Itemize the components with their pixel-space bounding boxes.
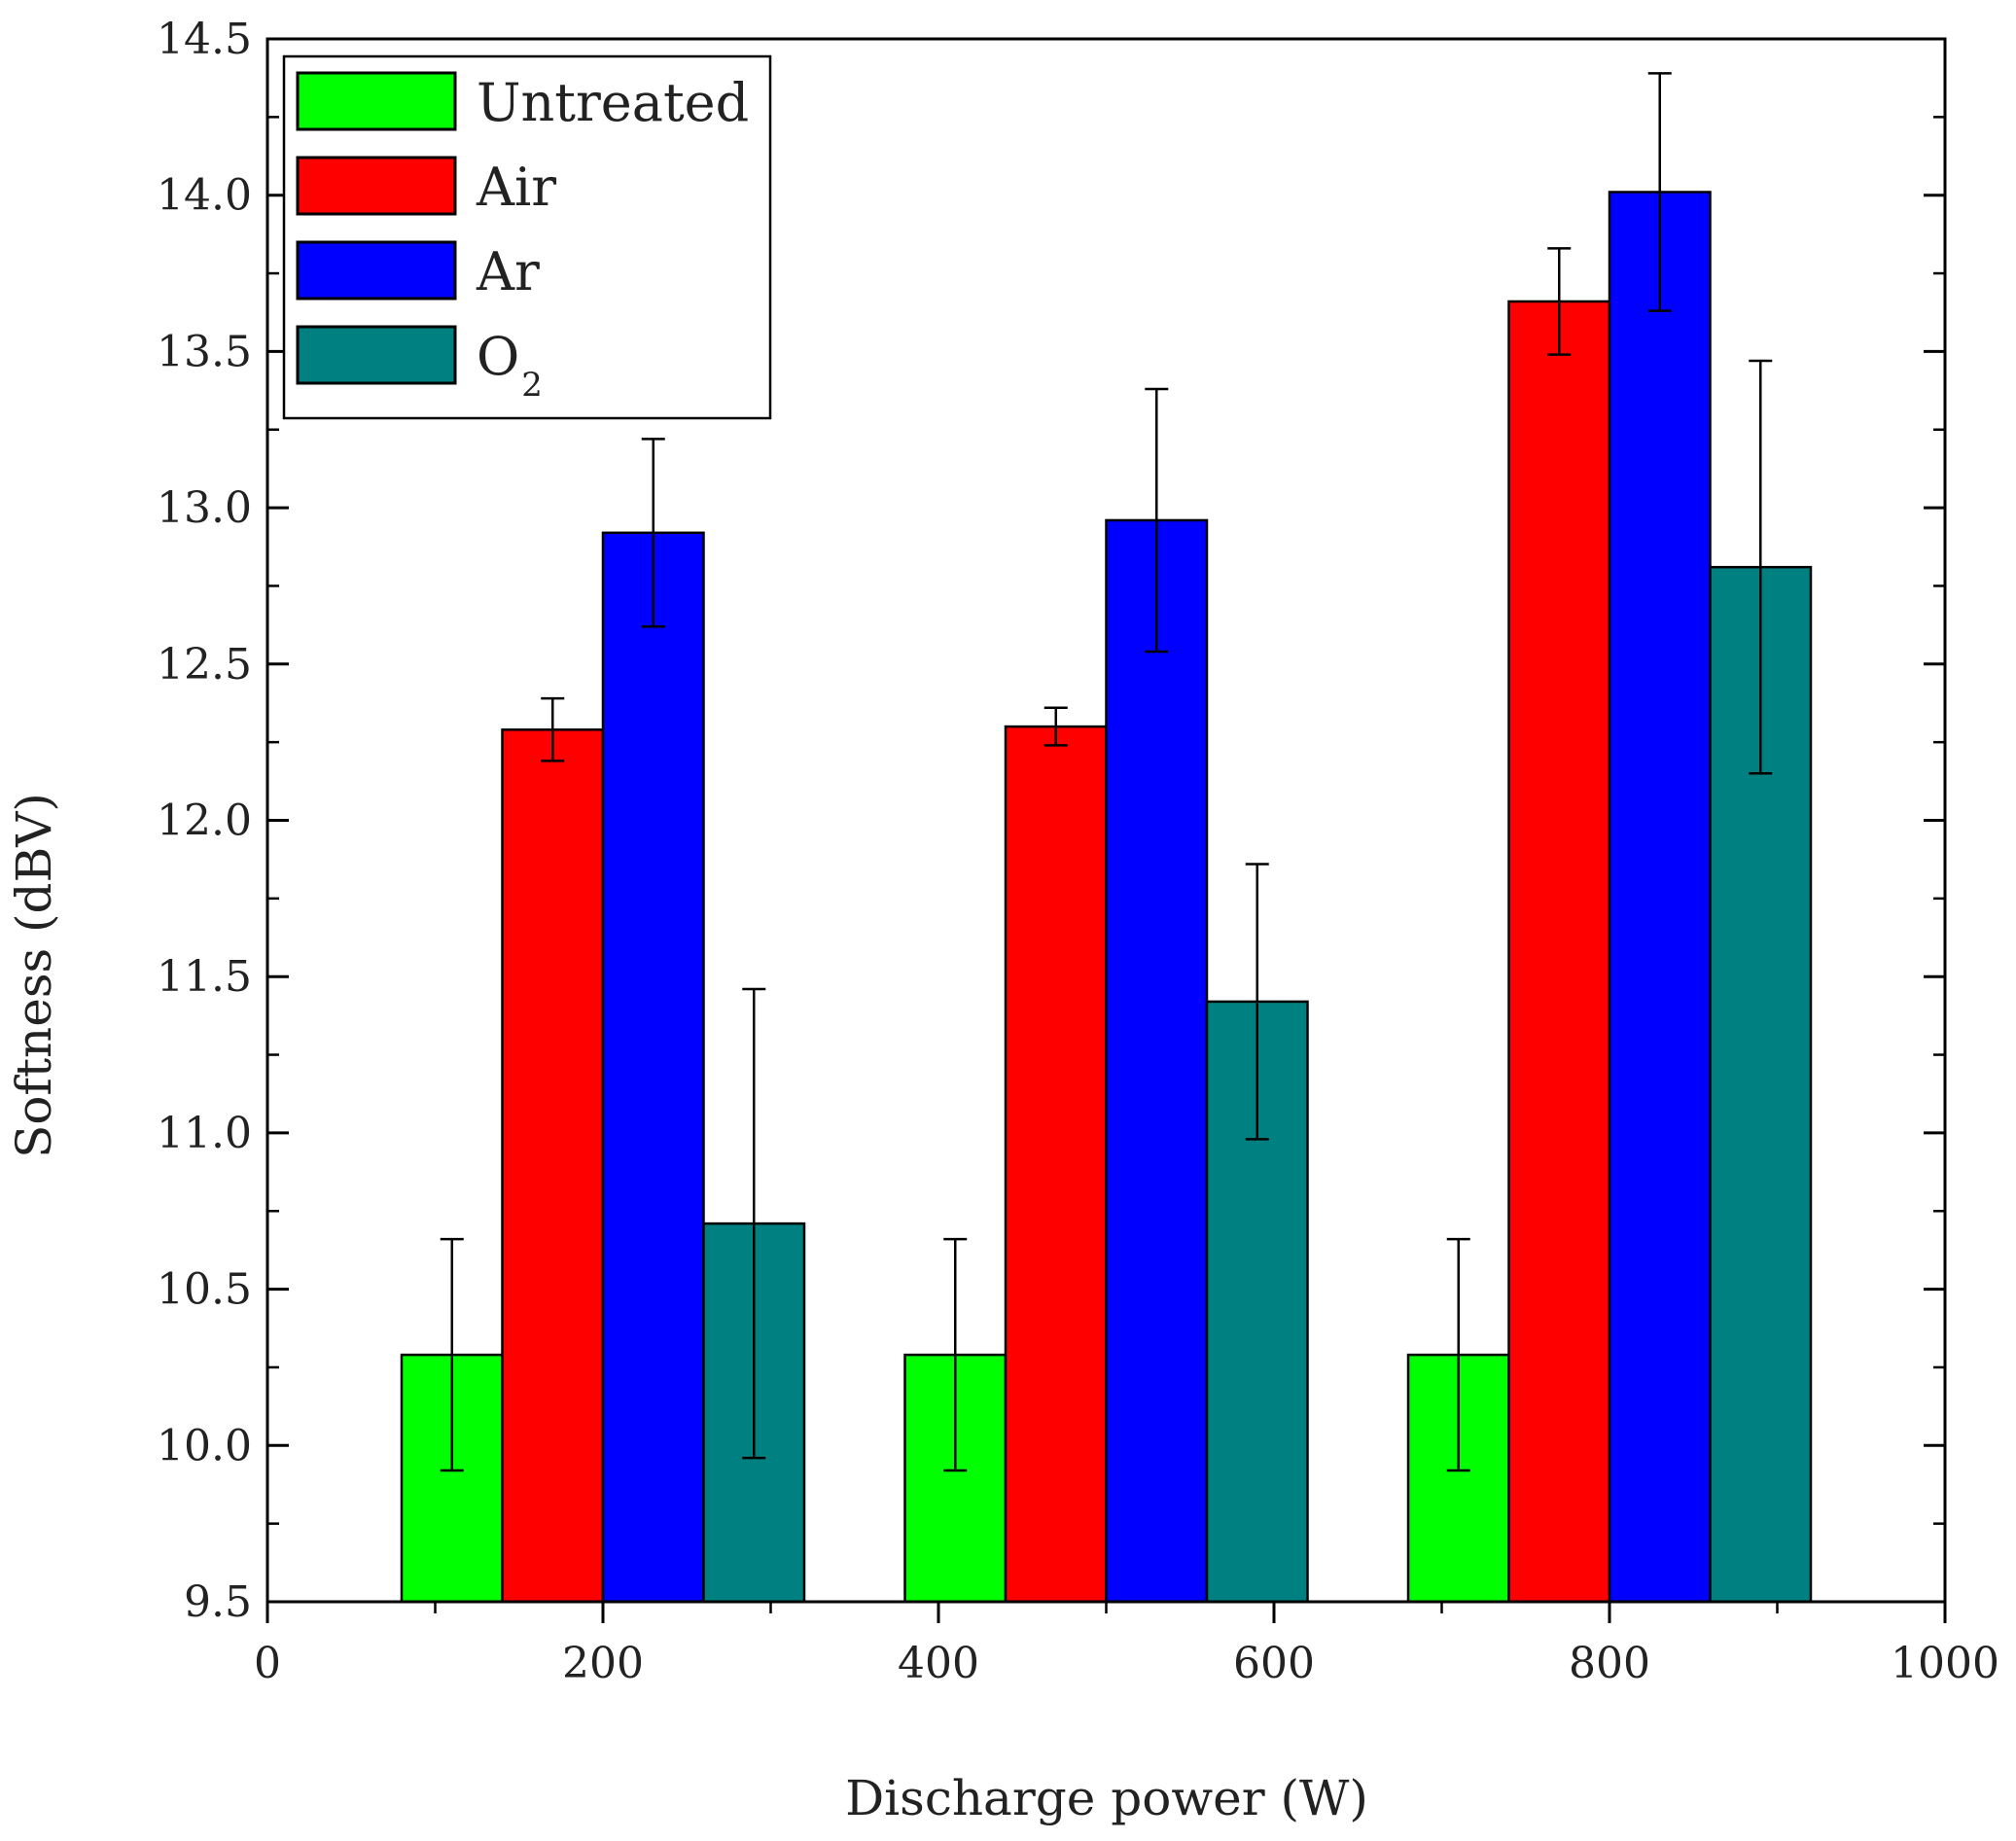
y-tick-label-2: 10.5 <box>157 1265 252 1315</box>
y-tick-label-6: 12.5 <box>157 640 252 690</box>
y-tick-label-9: 14.0 <box>157 171 252 221</box>
x-tick-label-4: 800 <box>1569 1639 1650 1688</box>
x-tick-label-2: 400 <box>898 1639 979 1688</box>
legend-label-ar: Ar <box>476 241 540 302</box>
x-axis-title: Discharge power (W) <box>845 1770 1368 1826</box>
legend-swatch-air <box>296 156 457 216</box>
y-tick-label-3: 11.0 <box>157 1109 252 1158</box>
x-tick-label-5: 1000 <box>1891 1639 1999 1688</box>
legend-label-subscript: 2 <box>521 366 543 405</box>
bar-air-500 <box>1004 725 1108 1604</box>
bar-ar-500 <box>1105 518 1209 1604</box>
bar-air-800 <box>1507 300 1611 1604</box>
axes-layer: 9.5 10.0 10.5 11.0 11.5 12.0 12.5 13.0 13.5 14.0 1… <box>157 15 1999 1688</box>
error-bars-layer <box>440 72 1773 1472</box>
x-tick-label-0: 0 <box>254 1639 281 1688</box>
legend-swatch-o <box>296 325 457 385</box>
y-tick-label-10: 14.5 <box>157 15 252 64</box>
x-tick-label-3: 600 <box>1233 1639 1315 1688</box>
y-tick-label-5: 12.0 <box>157 797 252 846</box>
y-tick-label-0: 9.5 <box>184 1577 252 1627</box>
legend-label-untreated: Untreated <box>477 72 749 133</box>
bar-air-200 <box>501 728 605 1604</box>
legend-swatch-ar <box>296 240 457 301</box>
legend-label-air: Air <box>476 157 556 218</box>
y-tick-label-8: 13.5 <box>157 327 252 376</box>
bar-ar-800 <box>1608 191 1712 1604</box>
bars-layer <box>400 191 1813 1604</box>
y-tick-label-7: 13.0 <box>157 483 252 533</box>
x-tick-label-1: 200 <box>562 1639 644 1688</box>
bar-ar-200 <box>601 531 705 1604</box>
legend-swatch-untreated <box>296 71 457 131</box>
y-tick-label-1: 10.0 <box>157 1421 252 1470</box>
y-tick-label-4: 11.5 <box>157 952 252 1002</box>
y-axis-title: Softness (dBV) <box>6 793 62 1158</box>
